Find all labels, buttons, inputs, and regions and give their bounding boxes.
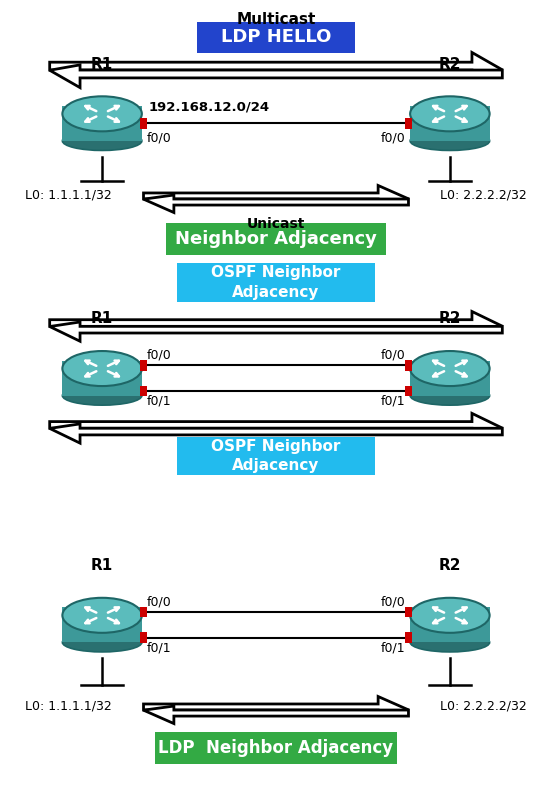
Text: f0/0: f0/0	[381, 349, 406, 361]
Text: 192.168.12.0/24: 192.168.12.0/24	[149, 101, 270, 114]
Text: R2: R2	[439, 57, 461, 72]
Polygon shape	[144, 195, 408, 213]
Bar	[140, 607, 147, 618]
Text: f0/0: f0/0	[381, 131, 406, 144]
Text: R1: R1	[91, 558, 113, 573]
FancyBboxPatch shape	[198, 22, 355, 53]
Text: f0/1: f0/1	[146, 642, 171, 654]
Ellipse shape	[62, 96, 142, 131]
Bar	[405, 632, 412, 643]
Bar	[405, 607, 412, 618]
Bar	[405, 360, 412, 370]
Text: Neighbor Adjacency: Neighbor Adjacency	[175, 230, 377, 248]
Bar	[140, 118, 147, 129]
Text: R2: R2	[439, 558, 461, 573]
Text: R1: R1	[91, 57, 113, 72]
Ellipse shape	[410, 386, 490, 405]
Polygon shape	[144, 696, 408, 714]
Polygon shape	[144, 185, 408, 203]
Polygon shape	[50, 53, 502, 75]
Bar	[140, 360, 147, 370]
Text: f0/0: f0/0	[146, 131, 171, 144]
Text: OSPF Neighbor
Adjacency: OSPF Neighbor Adjacency	[211, 439, 341, 473]
Text: LDP  Neighbor Adjacency: LDP Neighbor Adjacency	[158, 739, 394, 757]
Ellipse shape	[410, 598, 490, 633]
Ellipse shape	[62, 351, 142, 386]
FancyBboxPatch shape	[177, 437, 375, 475]
Polygon shape	[50, 413, 502, 433]
Text: L0: 1.1.1.1/32: L0: 1.1.1.1/32	[25, 700, 112, 712]
Text: R1: R1	[91, 311, 113, 326]
Text: OSPF Neighbor
Adjacency: OSPF Neighbor Adjacency	[211, 266, 341, 299]
Ellipse shape	[410, 351, 490, 386]
Ellipse shape	[410, 633, 490, 652]
Text: LDP HELLO: LDP HELLO	[221, 29, 331, 46]
Ellipse shape	[62, 633, 142, 652]
Polygon shape	[50, 311, 502, 331]
Text: f0/0: f0/0	[381, 595, 406, 608]
Text: Multicast: Multicast	[236, 13, 316, 27]
Text: L0: 1.1.1.1/32: L0: 1.1.1.1/32	[25, 189, 112, 201]
Polygon shape	[50, 322, 502, 341]
Ellipse shape	[62, 386, 142, 405]
Bar	[405, 118, 412, 129]
FancyBboxPatch shape	[62, 106, 142, 141]
FancyBboxPatch shape	[166, 223, 386, 255]
Ellipse shape	[62, 131, 142, 150]
FancyBboxPatch shape	[62, 361, 142, 396]
Ellipse shape	[410, 131, 490, 150]
Bar	[140, 632, 147, 643]
FancyBboxPatch shape	[410, 607, 490, 642]
Text: f0/1: f0/1	[381, 395, 406, 408]
Bar	[405, 385, 412, 396]
FancyBboxPatch shape	[177, 263, 375, 302]
Ellipse shape	[62, 598, 142, 633]
FancyBboxPatch shape	[410, 361, 490, 396]
Text: f0/1: f0/1	[381, 642, 406, 654]
Text: R2: R2	[439, 311, 461, 326]
FancyBboxPatch shape	[410, 106, 490, 141]
Polygon shape	[50, 64, 502, 88]
FancyBboxPatch shape	[155, 732, 397, 764]
FancyBboxPatch shape	[62, 607, 142, 642]
Text: f0/1: f0/1	[146, 395, 171, 408]
Ellipse shape	[410, 96, 490, 131]
Bar	[140, 385, 147, 396]
Text: f0/0: f0/0	[146, 349, 171, 361]
Text: L0: 2.2.2.2/32: L0: 2.2.2.2/32	[440, 189, 527, 201]
Text: L0: 2.2.2.2/32: L0: 2.2.2.2/32	[440, 700, 527, 712]
Text: f0/0: f0/0	[146, 595, 171, 608]
Text: Unicast: Unicast	[247, 217, 305, 231]
Polygon shape	[50, 423, 502, 443]
Polygon shape	[144, 706, 408, 724]
